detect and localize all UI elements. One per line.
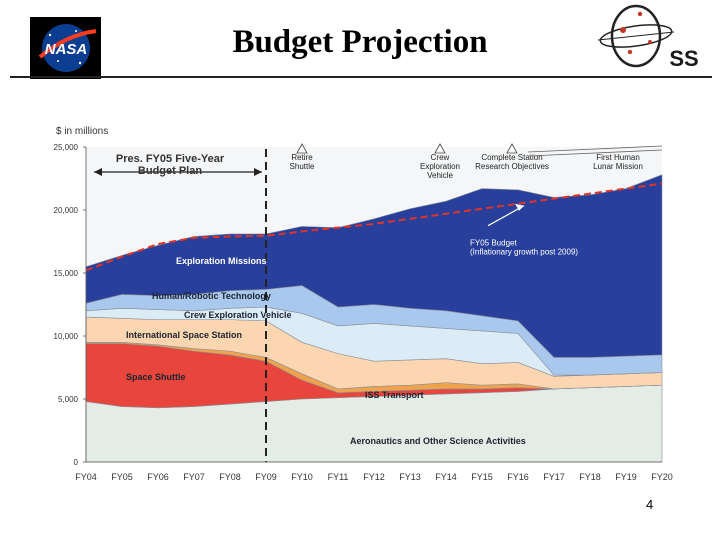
milestone-marker-1	[296, 143, 308, 154]
page-number: 4	[646, 497, 654, 512]
ss-logo: SS	[596, 2, 706, 80]
series-label-3: International Space Station	[126, 330, 242, 340]
series-label-6: Exploration Missions	[176, 256, 267, 266]
series-label-5: Human/Robotic Technology	[152, 291, 271, 301]
budget-chart: FY05 Budget (Inflationary growth post 200…	[40, 122, 682, 494]
series-label-1: Space Shuttle	[126, 372, 186, 382]
series-label-2: ISS Transport	[365, 390, 424, 400]
title-divider	[10, 76, 712, 78]
x-tick-label-15: FY19	[615, 472, 637, 482]
x-tick-label-14: FY18	[579, 472, 601, 482]
series-label-0: Aeronautics and Other Science Activities	[350, 436, 526, 446]
svg-text:NASA: NASA	[45, 41, 88, 58]
y-axis-label: $ in millions	[56, 126, 108, 137]
x-tick-label-4: FY08	[219, 472, 241, 482]
five-year-plan-arrow-left	[94, 168, 102, 176]
budget-area-chart: FY05 Budget (Inflationary growth post 200…	[54, 126, 673, 482]
top-ref-line-1	[527, 145, 663, 153]
y-tick-label-4: 20,000	[54, 206, 79, 215]
orbit-logo-icon: SS	[597, 4, 699, 71]
x-tick-label-5: FY09	[255, 472, 277, 482]
budget-arrow-head	[515, 203, 524, 211]
x-tick-label-2: FY06	[147, 472, 169, 482]
budget-line-label: FY05 Budget (Inflationary growth post 200…	[470, 238, 578, 256]
annotation-4: First Human Lunar Mission	[593, 153, 643, 171]
y-tick-label-5: 25,000	[54, 143, 79, 152]
y-tick-label-0: 0	[74, 458, 79, 467]
milestone-marker-3	[506, 143, 518, 154]
milestone-marker-2	[434, 143, 446, 154]
x-tick-label-11: FY15	[471, 472, 493, 482]
y-tick-label-1: 5,000	[58, 395, 79, 404]
x-tick-label-10: FY14	[435, 472, 457, 482]
x-tick-label-9: FY13	[399, 472, 421, 482]
x-tick-label-7: FY11	[328, 472, 349, 482]
annotation-1: Retire Shuttle	[290, 153, 315, 171]
annotation-2: Crew Exploration Vehicle	[420, 153, 460, 180]
y-tick-label-3: 15,000	[54, 269, 79, 278]
svg-text:SS: SS	[669, 46, 698, 71]
x-tick-label-3: FY07	[183, 472, 205, 482]
y-tick-label-2: 10,000	[54, 332, 79, 341]
page-title: Budget Projection	[232, 24, 488, 60]
x-tick-label-8: FY12	[363, 472, 385, 482]
x-tick-label-13: FY17	[543, 472, 565, 482]
annotation-0: Pres. FY05 Five-Year Budget Plan	[116, 153, 225, 177]
budget-arrow-line	[487, 205, 525, 227]
area-series-6	[85, 174, 663, 358]
x-tick-label-1: FY05	[111, 472, 133, 482]
series-label-4: Crew Exploration Vehicle	[184, 310, 292, 320]
x-tick-label-0: FY04	[75, 472, 97, 482]
nasa-logo: NASA	[30, 17, 101, 79]
top-ref-line-2	[527, 149, 663, 157]
five-year-plan-arrow-right	[254, 168, 262, 176]
nasa-meatball-icon: NASA	[30, 17, 101, 79]
x-tick-label-6: FY10	[291, 472, 313, 482]
x-tick-label-16: FY20	[651, 472, 673, 482]
annotation-3: Complete Station Research Objectives	[475, 153, 549, 171]
fy05-budget-line	[85, 182, 663, 272]
x-tick-label-12: FY16	[507, 472, 529, 482]
